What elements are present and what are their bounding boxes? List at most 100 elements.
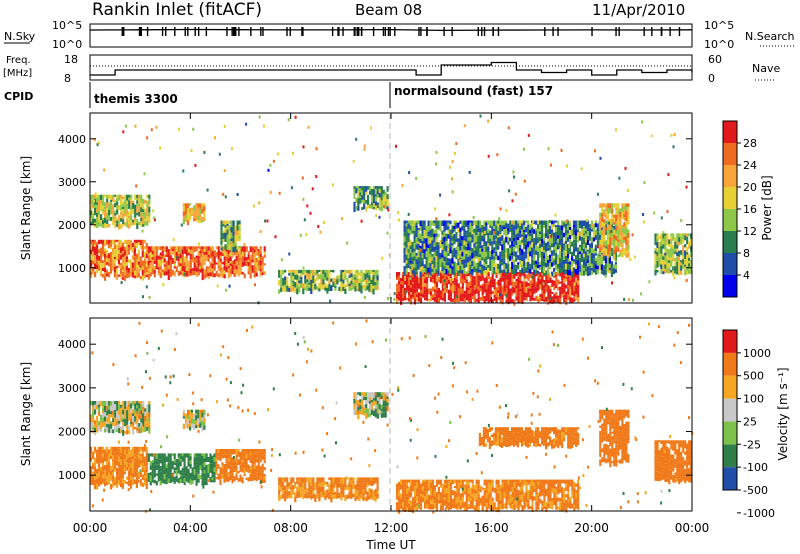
- heatmap-cell: [215, 458, 218, 462]
- heatmap-cell: [678, 237, 681, 242]
- heatmap-cell: [576, 232, 580, 236]
- heatmap-cell: [439, 240, 442, 247]
- heatmap-cell: [574, 220, 578, 224]
- heatmap-cell: [201, 208, 204, 214]
- heatmap-cell: [101, 481, 105, 484]
- heatmap-cell: [509, 291, 512, 297]
- heatmap-cell: [445, 279, 448, 283]
- heatmap-cell: [584, 257, 588, 262]
- heatmap-cell: [121, 265, 124, 270]
- heatmap-cell: [521, 236, 524, 240]
- heatmap-cell: [124, 199, 127, 206]
- heatmap-cell: [417, 233, 420, 238]
- heatmap-cell: [613, 203, 616, 208]
- heatmap-cell: [607, 228, 610, 235]
- heatmap-cell: [183, 462, 186, 468]
- heatmap-cell: [120, 201, 123, 206]
- heatmap-cell: [352, 159, 355, 163]
- heatmap-cell: [479, 225, 482, 228]
- heatmap-cell: [129, 467, 132, 473]
- heatmap-cell: [163, 264, 166, 267]
- heatmap-cell: [372, 189, 376, 194]
- heatmap-cell: [467, 250, 470, 255]
- heatmap-cell: [374, 196, 377, 202]
- heatmap-cell: [119, 476, 122, 480]
- heatmap-cell: [96, 473, 99, 479]
- heatmap-cell: [463, 249, 466, 256]
- heatmap-cell: [302, 493, 305, 496]
- heatmap-cell: [435, 162, 438, 166]
- heatmap-cell: [483, 223, 486, 227]
- power-ylabel: Slant Range [km]: [19, 156, 33, 260]
- heatmap-cell: [374, 285, 377, 291]
- heatmap-cell: [433, 272, 436, 278]
- heatmap-cell: [144, 411, 147, 416]
- heatmap-cell: [408, 272, 411, 278]
- heatmap-cell: [513, 244, 516, 247]
- heatmap-cell: [247, 266, 250, 271]
- heatmap-cell: [238, 226, 241, 231]
- heatmap-cell: [561, 280, 564, 284]
- heatmap-cell: [320, 269, 323, 275]
- heatmap-cell: [580, 245, 584, 251]
- heatmap-cell: [138, 206, 141, 212]
- heatmap-cell: [521, 229, 524, 235]
- heatmap-cell: [157, 267, 160, 270]
- heatmap-cell: [501, 250, 504, 254]
- heatmap-cell: [417, 260, 420, 265]
- heatmap-cell: [104, 209, 107, 213]
- heatmap-cell: [425, 292, 429, 297]
- heatmap-cell: [541, 238, 544, 244]
- heatmap-cell: [141, 269, 144, 276]
- heatmap-cell: [92, 218, 95, 225]
- heatmap-cell: [672, 245, 675, 249]
- heatmap-cell: [565, 279, 568, 282]
- heatmap-cell: [599, 156, 602, 160]
- heatmap-cell: [149, 475, 152, 479]
- heatmap-cell: [217, 464, 220, 469]
- heatmap-cell: [664, 249, 667, 253]
- heatmap-cell: [543, 271, 546, 276]
- heatmap-cell: [421, 233, 424, 236]
- heatmap-cell: [127, 272, 130, 276]
- heatmap-cell: [387, 208, 390, 212]
- heatmap-cell: [487, 232, 490, 236]
- heatmap-cell: [441, 297, 444, 301]
- heatmap-cell: [235, 250, 238, 253]
- heatmap-cell: [573, 296, 576, 299]
- heatmap-cell: [481, 230, 484, 233]
- heatmap-cell: [157, 255, 160, 260]
- heatmap-cell: [118, 428, 121, 431]
- heatmap-cell: [459, 232, 462, 235]
- heatmap-cell: [138, 403, 141, 409]
- heatmap-cell: [94, 483, 97, 490]
- heatmap-cell: [421, 230, 424, 234]
- heatmap-cell: [573, 282, 576, 286]
- heatmap-cell: [660, 241, 663, 246]
- heatmap-cell: [286, 477, 289, 483]
- heatmap-cell: [90, 424, 93, 431]
- heatmap-cell: [209, 252, 212, 259]
- heatmap-cell: [376, 272, 379, 276]
- heatmap-cell: [150, 128, 153, 132]
- heatmap-cell: [443, 250, 446, 257]
- heatmap-cell: [453, 296, 456, 300]
- heatmap-cell: [137, 257, 140, 262]
- heatmap-cell: [684, 244, 687, 248]
- heatmap-cell: [473, 279, 476, 286]
- heatmap-cell: [521, 261, 524, 265]
- heatmap-cell: [598, 265, 601, 270]
- heatmap-cell: [437, 244, 440, 251]
- heatmap-cell: [290, 278, 293, 284]
- heatmap-cell: [233, 476, 236, 482]
- heatmap-cell: [515, 288, 518, 292]
- heatmap-cell: [346, 241, 349, 245]
- heatmap-cell: [443, 290, 446, 293]
- heatmap-cell: [662, 231, 665, 235]
- heatmap-cell: [547, 262, 550, 267]
- heatmap-cell: [155, 453, 158, 459]
- heatmap-cell: [555, 260, 558, 265]
- heatmap-cell: [439, 193, 442, 197]
- heatmap-cell: [296, 492, 299, 498]
- heatmap-cell: [207, 250, 210, 255]
